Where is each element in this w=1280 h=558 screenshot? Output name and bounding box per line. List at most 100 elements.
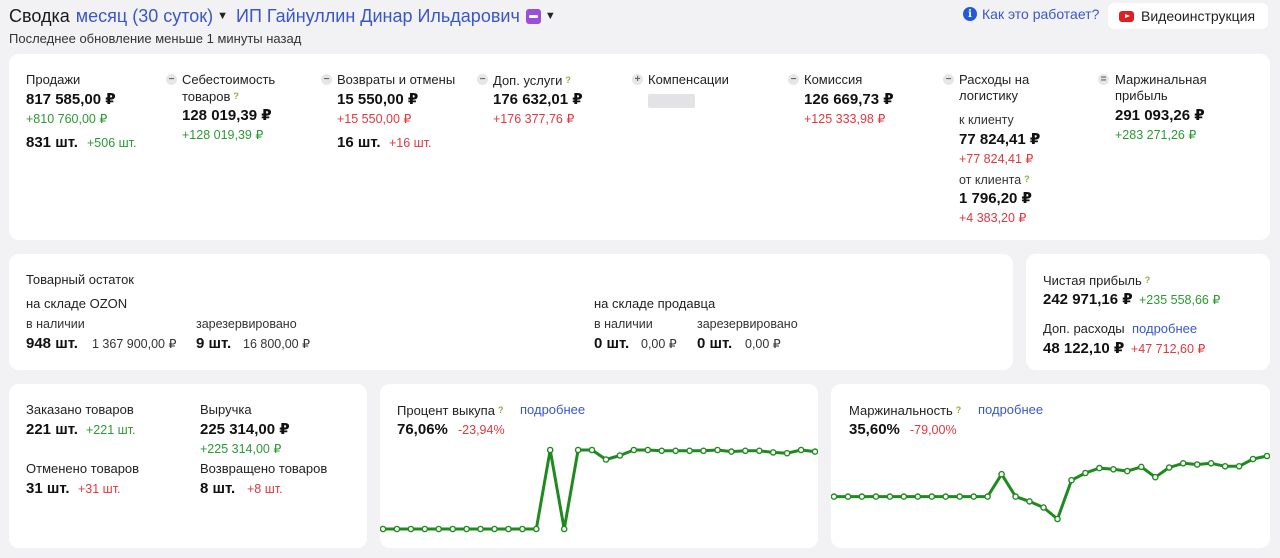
help-icon[interactable]: ?: [1024, 174, 1030, 184]
marginality-data-point[interactable]: [858, 493, 866, 500]
marginality-data-point[interactable]: [928, 493, 936, 500]
margin-profit-delta: +283 271,26 ₽: [1115, 128, 1197, 142]
marginality-data-point[interactable]: [1263, 452, 1270, 460]
buyout-data-point[interactable]: [686, 447, 693, 455]
marginality-data-point[interactable]: [1068, 476, 1075, 484]
buyout-data-point[interactable]: [380, 525, 387, 533]
marginality-data-point[interactable]: [956, 493, 963, 500]
buyout-data-point[interactable]: [532, 525, 540, 533]
minus-icon: −: [321, 74, 332, 85]
marginality-data-point[interactable]: [1179, 460, 1187, 467]
period-selector[interactable]: месяц (30 суток): [75, 5, 214, 26]
buyout-data-point[interactable]: [574, 446, 582, 454]
marginality-data-point[interactable]: [942, 493, 949, 500]
how-it-works-link[interactable]: i Как это работает?: [963, 6, 1099, 22]
stock-title: Товарный остаток: [26, 272, 134, 287]
marginality-data-point[interactable]: [1110, 466, 1117, 473]
marginality-data-point[interactable]: [1221, 463, 1229, 470]
marginality-data-point[interactable]: [1012, 493, 1019, 500]
buyout-data-point[interactable]: [519, 525, 526, 533]
info-icon: i: [963, 7, 977, 21]
help-icon[interactable]: ?: [955, 405, 962, 415]
marginality-data-point[interactable]: [1249, 455, 1257, 463]
buyout-data-point[interactable]: [491, 525, 498, 533]
help-icon[interactable]: ?: [1144, 275, 1151, 285]
marginality-data-point[interactable]: [886, 493, 894, 500]
marginality-data-point[interactable]: [831, 493, 838, 500]
marginality-data-point[interactable]: [998, 470, 1005, 478]
buyout-data-point[interactable]: [449, 525, 456, 533]
marginality-data-point[interactable]: [1123, 467, 1131, 475]
buyout-data-point[interactable]: [797, 446, 805, 454]
buyout-data-point[interactable]: [477, 525, 484, 533]
buyout-data-point[interactable]: [658, 447, 666, 455]
ozon-reserved-sum: 16 800,00 ₽: [243, 337, 311, 351]
marginality-data-point[interactable]: [1207, 460, 1215, 467]
margin-profit-label: Маржинальная: [1115, 72, 1207, 87]
buyout-data-point[interactable]: [811, 448, 818, 455]
marginality-details-link[interactable]: подробнее: [978, 402, 1044, 417]
buyout-line-chart: [380, 446, 818, 533]
chevron-down-icon[interactable]: ▼: [544, 10, 556, 22]
buyout-data-point[interactable]: [755, 447, 763, 455]
services-value: 176 632,01 ₽: [493, 91, 583, 108]
marginality-data-point[interactable]: [1137, 463, 1145, 471]
buyout-data-point[interactable]: [463, 525, 470, 533]
buyout-data-point[interactable]: [393, 525, 401, 533]
help-icon[interactable]: ?: [497, 405, 504, 415]
buyout-data-point[interactable]: [714, 446, 721, 454]
ordered-label: Заказано товаров: [26, 402, 134, 417]
extra-expenses-details-link[interactable]: подробнее: [1132, 321, 1198, 336]
buyout-data-point[interactable]: [769, 449, 777, 456]
shop-selector[interactable]: ИП Гайнуллин Динар Ильдарович: [236, 5, 520, 26]
buyout-data-point[interactable]: [421, 525, 429, 533]
stock-card: Товарный остаток на складе OZON в наличи…: [9, 254, 1013, 370]
chevron-down-icon[interactable]: ▼: [217, 10, 229, 22]
buyout-data-point[interactable]: [546, 446, 554, 454]
buyout-data-point[interactable]: [435, 525, 443, 533]
buyout-data-point[interactable]: [602, 456, 610, 463]
buyout-data-point[interactable]: [783, 449, 791, 457]
buyout-data-point[interactable]: [644, 446, 652, 454]
logistics-to-label: к клиенту: [959, 113, 1014, 127]
services-delta: +176 377,76 ₽: [493, 112, 575, 126]
marginality-data-point[interactable]: [1040, 504, 1047, 511]
buyout-details-link[interactable]: подробнее: [520, 402, 586, 417]
buyout-data-point[interactable]: [700, 447, 707, 455]
marginality-data-point[interactable]: [900, 493, 908, 500]
buyout-data-point[interactable]: [741, 447, 749, 455]
seller-reserved-label: зарезервировано: [697, 317, 798, 331]
marginality-data-point[interactable]: [1165, 464, 1173, 471]
buyout-label: Процент выкупа?: [397, 403, 504, 418]
marginality-data-point[interactable]: [1082, 469, 1089, 477]
marginality-data-point[interactable]: [984, 493, 991, 500]
buyout-data-point[interactable]: [672, 447, 679, 455]
marginality-data-point[interactable]: [1054, 515, 1061, 523]
equals-icon: =: [1098, 74, 1109, 85]
marginality-data-point[interactable]: [1151, 473, 1159, 481]
help-icon[interactable]: ?: [565, 75, 571, 85]
buyout-data-point[interactable]: [588, 446, 596, 454]
buyout-data-point[interactable]: [560, 525, 568, 533]
seller-reserved-qty: 0 шт.: [697, 335, 733, 352]
marginality-data-point[interactable]: [1235, 463, 1243, 470]
ozon-available-qty: 948 шт.: [26, 335, 78, 352]
seller-available-qty: 0 шт.: [594, 335, 630, 352]
marginality-data-point[interactable]: [1193, 461, 1201, 468]
buyout-data-point[interactable]: [728, 448, 735, 455]
commission-delta: +125 333,98 ₽: [804, 112, 886, 126]
marginality-data-point[interactable]: [914, 493, 922, 500]
marginality-data-point[interactable]: [1026, 498, 1033, 505]
marginality-data-point[interactable]: [970, 493, 977, 500]
help-icon[interactable]: ?: [233, 91, 239, 101]
buyout-data-point[interactable]: [616, 452, 624, 459]
marginality-data-point[interactable]: [1096, 464, 1103, 472]
cancelled-qty: 31 шт.: [26, 480, 70, 497]
buyout-series-line: [383, 448, 816, 531]
buyout-data-point[interactable]: [505, 525, 512, 533]
marginality-data-point[interactable]: [844, 493, 852, 500]
buyout-data-point[interactable]: [630, 446, 638, 454]
marginality-data-point[interactable]: [872, 493, 880, 500]
video-instruction-button[interactable]: Видеоинструкция: [1108, 3, 1268, 29]
buyout-data-point[interactable]: [407, 525, 415, 533]
